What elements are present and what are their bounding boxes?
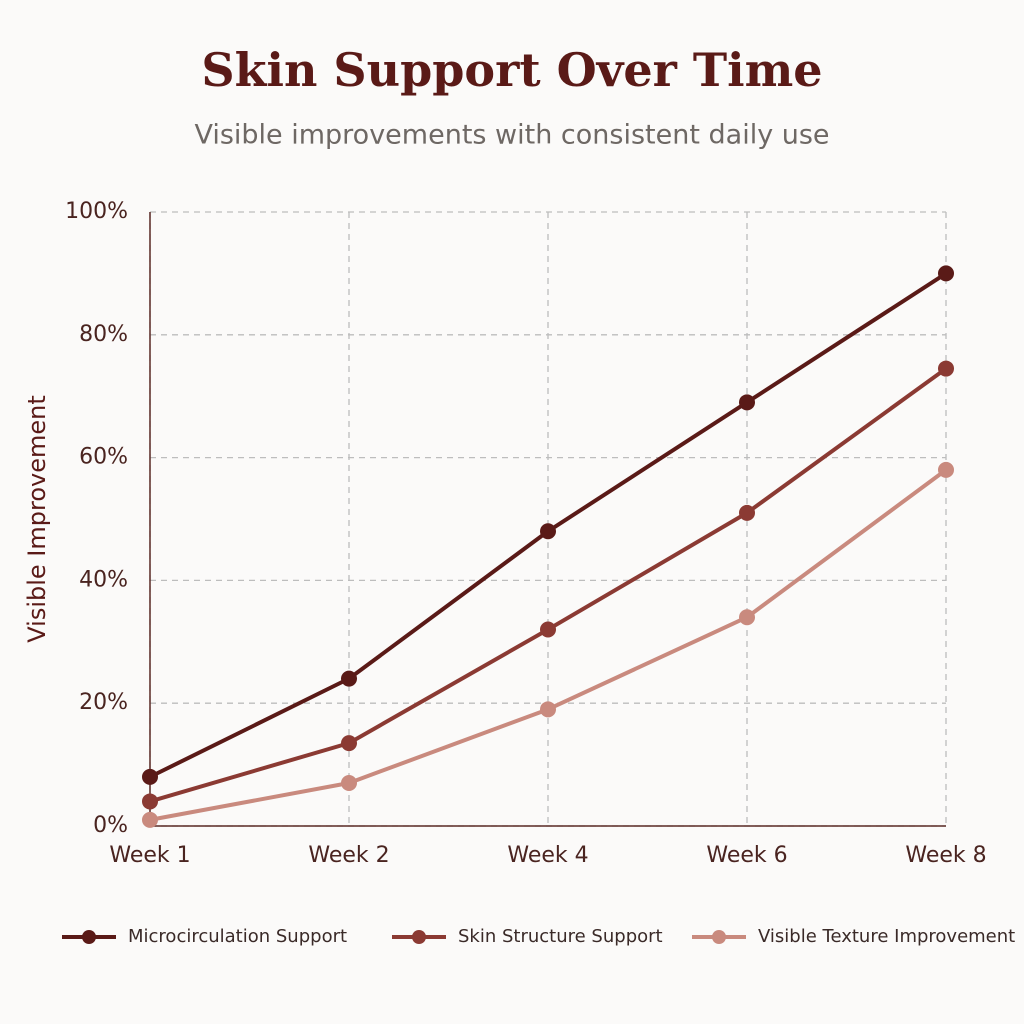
legend-marker — [412, 930, 426, 944]
x-tick-label: Week 1 — [109, 843, 190, 868]
data-point — [142, 768, 158, 785]
data-point — [142, 811, 158, 828]
legend-label: Visible Texture Improvement — [758, 926, 1015, 947]
y-tick-label: 60% — [79, 445, 128, 470]
data-point — [142, 793, 158, 810]
chart-title: Skin Support Over Time — [201, 43, 822, 97]
data-point — [540, 621, 556, 638]
y-tick-label: 0% — [93, 813, 128, 838]
data-point — [938, 265, 954, 282]
data-point — [540, 701, 556, 718]
data-point — [540, 523, 556, 540]
y-tick-label: 40% — [79, 567, 128, 592]
data-point — [341, 670, 357, 687]
x-tick-label: Week 4 — [507, 843, 588, 868]
data-point — [938, 461, 954, 478]
x-tick-label: Week 2 — [308, 843, 389, 868]
data-point — [341, 775, 357, 792]
y-axis-label: Visible Improvement — [23, 395, 51, 642]
x-tick-label: Week 6 — [706, 843, 787, 868]
legend-marker — [82, 930, 96, 944]
x-tick-label: Week 8 — [905, 843, 986, 868]
y-tick-label: 80% — [79, 322, 128, 347]
chart-subtitle: Visible improvements with consistent dai… — [194, 120, 829, 151]
legend-label: Microcirculation Support — [128, 926, 347, 947]
legend-label: Skin Structure Support — [458, 926, 663, 947]
data-point — [739, 609, 755, 626]
data-point — [341, 735, 357, 752]
y-tick-label: 100% — [65, 199, 128, 224]
data-point — [739, 394, 755, 411]
legend-marker — [712, 930, 726, 944]
data-point — [739, 504, 755, 521]
y-tick-label: 20% — [79, 690, 128, 715]
data-point — [938, 360, 954, 377]
